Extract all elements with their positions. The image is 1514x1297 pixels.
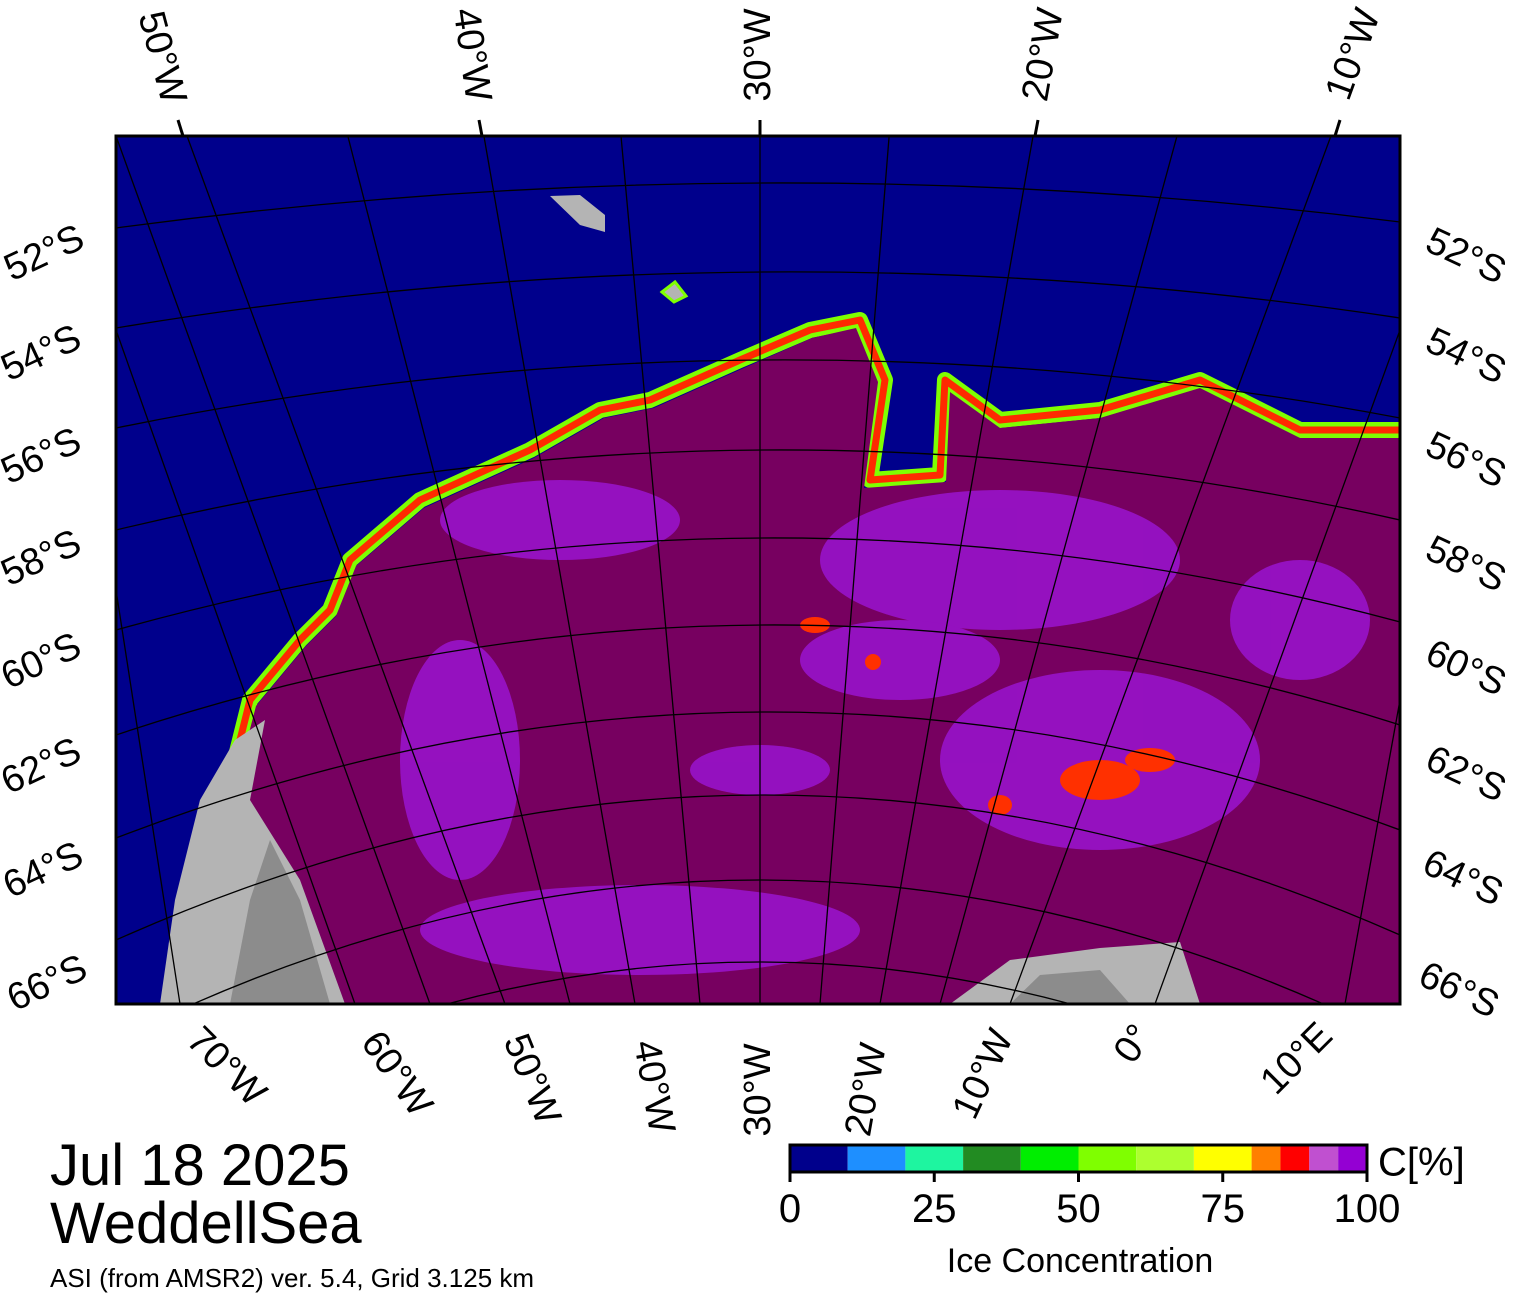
meridian [1009, 136, 1332, 1004]
meridian [1344, 699, 1400, 1004]
coordinate-label: 20°W [1014, 5, 1072, 104]
coordinate-label: 64°S [0, 834, 90, 907]
meridian [347, 136, 571, 1004]
land [160, 195, 1200, 1004]
coordinate-label: 30°W [737, 1043, 779, 1136]
colorbar-bin [847, 1145, 906, 1172]
meridian [483, 136, 636, 1004]
coordinate-label: 54°S [0, 317, 88, 390]
coordinate-label: 10°W [1317, 3, 1388, 105]
meridian [116, 329, 356, 1004]
colorbar-bin [1338, 1145, 1367, 1172]
frame-tick [1333, 119, 1342, 137]
coordinate-label: 60°S [0, 625, 88, 698]
coordinate-label: 58°S [1419, 528, 1512, 601]
colorbar-bin [790, 1145, 848, 1172]
colorbar-bin [905, 1145, 964, 1172]
coordinate-label: 54°S [1419, 320, 1512, 393]
coordinate-label: 52°S [0, 217, 91, 290]
meridian [819, 136, 890, 1004]
parallel [116, 359, 1400, 429]
colorbar-bin [1309, 1145, 1339, 1172]
colorbar-title: Ice Concentration [947, 1242, 1214, 1280]
frame-tick [1033, 119, 1040, 137]
coordinate-label: 60°W [353, 1024, 441, 1125]
coordinate-label: 20°W [837, 1040, 895, 1139]
coordinate-label: 50°W [495, 1028, 569, 1130]
parallel [116, 182, 1400, 229]
frame-tick [176, 119, 185, 137]
colorbar-tick-label: 0 [779, 1187, 801, 1231]
parallel [444, 961, 1073, 1004]
source: ASI (from AMSR2) ver. 5.4, Grid 3.125 km [50, 1263, 534, 1293]
ice-texture-red [800, 617, 1175, 815]
coordinate-label: 62°S [0, 730, 88, 803]
colorbar-bin [963, 1145, 1021, 1172]
region: WeddellSea [50, 1191, 362, 1256]
colorbar-bin [1193, 1145, 1252, 1172]
parallel [191, 879, 1325, 1004]
parallel [116, 449, 1400, 531]
map [116, 136, 1400, 1004]
frame-ticks [176, 119, 1342, 137]
coordinate-label: 70°W [179, 1019, 275, 1115]
colorbar-bin [1020, 1145, 1079, 1172]
coordinate-label: 66°S [1, 947, 94, 1020]
meridian [186, 136, 506, 1004]
parallel [116, 711, 1400, 839]
coordinate-label: 30°W [737, 8, 779, 101]
meridian [116, 589, 181, 1004]
coordinate-label: 50°W [130, 7, 195, 108]
meridian [116, 136, 431, 1004]
meridian [939, 136, 1178, 1004]
graticule [116, 136, 1400, 1004]
meridian [1154, 329, 1400, 1004]
coordinate-label: 62°S [1419, 738, 1512, 811]
colorbar-tick-label: 25 [912, 1187, 957, 1231]
coordinate-label: 10°W [944, 1023, 1022, 1125]
coordinate-label: 58°S [0, 522, 88, 595]
ice-edge-inner [176, 316, 1400, 1004]
parallel [116, 271, 1400, 329]
coordinate-label: 66°S [1412, 954, 1505, 1027]
coordinate-label: 56°S [1419, 424, 1512, 497]
date: Jul 18 2025 [50, 1133, 350, 1198]
parallel [116, 537, 1400, 631]
colorbar-tick-label: 100 [1334, 1187, 1401, 1231]
colorbar-bin [1136, 1145, 1194, 1172]
meridian [620, 136, 701, 1004]
coordinate-label: 10°E [1252, 1014, 1340, 1102]
parallel [116, 624, 1400, 736]
coordinate-label: 64°S [1416, 842, 1509, 915]
colorbar-tick-label: 50 [1056, 1187, 1101, 1231]
coordinate-label: 60°S [1419, 632, 1512, 705]
coordinate-label: 52°S [1419, 220, 1512, 293]
colorbar-bin [1280, 1145, 1310, 1172]
colorbar-bin [1078, 1145, 1137, 1172]
coordinate-label: 40°W [445, 6, 500, 104]
meridian [879, 136, 1034, 1004]
map-frame [114, 134, 1402, 1006]
colorbar-tick-label: 75 [1201, 1187, 1246, 1231]
colorbar-bin [1251, 1145, 1281, 1172]
frame-tick [477, 119, 484, 137]
coordinate-label: 40°W [625, 1037, 683, 1136]
colorbar-unit: C[%] [1378, 1141, 1465, 1185]
parallel [116, 794, 1400, 941]
coordinate-label: 0° [1106, 1017, 1161, 1071]
coordinate-label: 56°S [0, 420, 88, 493]
